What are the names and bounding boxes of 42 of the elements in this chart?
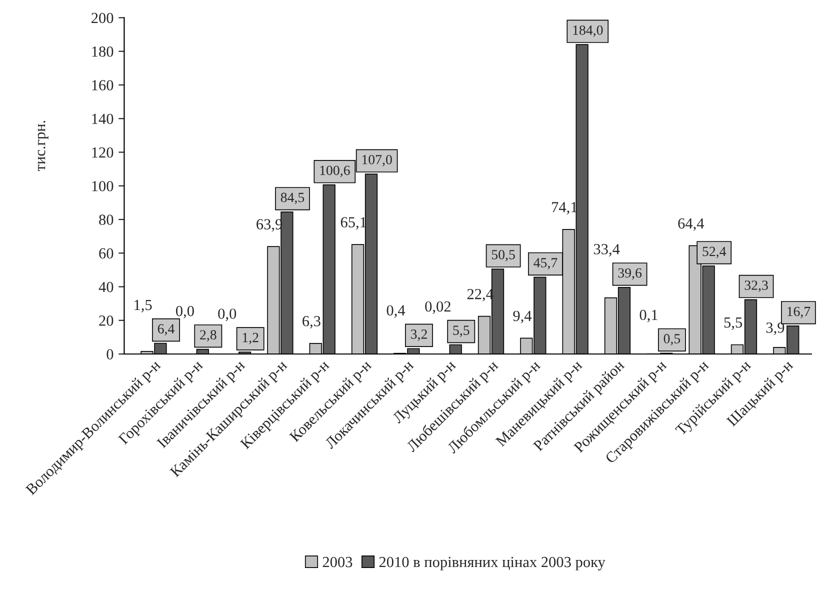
y-axis-title: тис.грн. xyxy=(38,120,48,171)
data-label: 5,5 xyxy=(724,317,742,330)
legend-label: 2010 в порівняних цінах 2003 року xyxy=(379,556,606,570)
data-label: 33,4 xyxy=(594,244,620,257)
legend-label: 2003 xyxy=(322,556,352,568)
data-label: 5,5 xyxy=(453,326,470,337)
data-label: 45,7 xyxy=(534,258,558,270)
y-tick-label: 160 xyxy=(92,80,114,90)
data-label: 0,02 xyxy=(425,301,450,314)
y-tick-label: 0 xyxy=(106,349,114,360)
data-label: 64,4 xyxy=(678,218,704,231)
data-label: 3,9 xyxy=(766,322,784,336)
data-label: 0,1 xyxy=(640,310,658,322)
y-tick-label: 180 xyxy=(92,46,114,57)
data-label: 2,8 xyxy=(200,330,216,342)
y-tick-label: 20 xyxy=(99,316,114,326)
y-tick-label: 200 xyxy=(92,12,114,24)
data-label: 100,6 xyxy=(320,166,350,178)
data-label: 3,2 xyxy=(410,330,427,341)
data-label: 52,4 xyxy=(702,246,726,258)
y-tick-label: 120 xyxy=(92,147,114,158)
data-label: 84,5 xyxy=(280,192,304,204)
data-label: 0,4 xyxy=(386,305,406,318)
y-tick-label: 60 xyxy=(99,248,114,259)
data-label: 1,2 xyxy=(242,332,258,344)
data-label: 0,0 xyxy=(176,306,194,318)
data-label: 50,5 xyxy=(492,250,515,262)
data-label: 39,6 xyxy=(618,268,642,280)
y-tick-label: 140 xyxy=(92,114,114,124)
data-label: 107,0 xyxy=(362,154,392,166)
data-label: 6,4 xyxy=(158,324,174,336)
y-tick-label: 40 xyxy=(98,282,114,292)
data-label: 0,0 xyxy=(218,308,236,322)
data-label: 184,0 xyxy=(573,25,603,37)
data-label: 0,5 xyxy=(664,334,680,346)
data-label: 16,7 xyxy=(788,306,810,318)
data-label: 1,5 xyxy=(134,300,152,312)
data-label: 6,3 xyxy=(302,316,320,328)
y-tick-label: 100 xyxy=(92,180,114,192)
y-tick-label: 80 xyxy=(99,214,114,225)
data-label: 32,3 xyxy=(744,280,768,292)
data-label: 9,4 xyxy=(513,310,532,324)
